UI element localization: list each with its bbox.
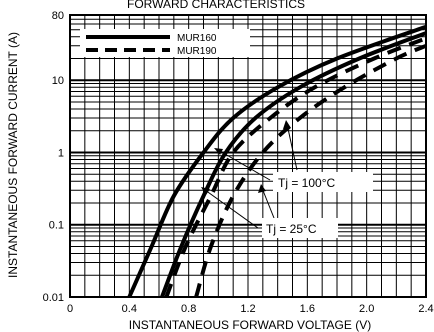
legend: MUR160 MUR190 (80, 29, 250, 57)
y-tick-label: 0.1 (49, 220, 64, 232)
grid (70, 15, 426, 297)
y-tick-label: 80 (52, 10, 64, 22)
x-axis-title: INSTANTANEOUS FORWARD VOLTAGE (V) (129, 318, 371, 332)
annotation-100c-arrow-a (217, 149, 271, 181)
series-1-curve-0 (164, 36, 427, 298)
y-tick-label: 0.01 (43, 292, 64, 304)
y-tick-label: 10 (52, 75, 64, 87)
annotation-25c-label: Tj = 25°C (266, 222, 317, 236)
x-tick-label: 0.8 (181, 303, 196, 315)
legend-label-mur160: MUR160 (177, 33, 217, 44)
plot-border (69, 14, 427, 298)
curves (127, 24, 427, 298)
annotation-100c-label: Tj = 100°C (278, 176, 335, 190)
x-tick-label: 1.2 (240, 303, 255, 315)
plot-frame (69, 14, 427, 298)
annotation-25c-arrowhead-b (258, 184, 266, 193)
legend-label-mur190: MUR190 (177, 46, 217, 57)
y-tick-label: 1 (58, 147, 64, 159)
annotation-100c-box (273, 172, 373, 192)
chart-title: FORWARD CHARACTERISTICS (127, 0, 305, 11)
series-0-curve-1 (160, 31, 427, 298)
annotation-100c-arrowhead-b (283, 120, 291, 129)
x-tick-label: 2.4 (418, 303, 433, 315)
annotation-25c-arrowhead-a (201, 187, 210, 195)
annotation-25c-arrow-a (204, 189, 259, 229)
x-tick-label: 0.4 (122, 303, 137, 315)
annotation-100c-arrowhead-a (214, 148, 223, 155)
series-0-curve-0 (127, 24, 427, 298)
tick-labels: 0 0.4 0.8 1.2 1.6 2.0 2.4 0.01 0.1 1 10 80 (43, 10, 434, 315)
x-tick-label: 2.0 (359, 303, 374, 315)
annotations: Tj = 100°C Tj = 25°C (201, 120, 373, 238)
y-axis-title: INSTANTANEOUS FORWARD CURRENT (A) (6, 32, 20, 278)
x-tick-label: 1.6 (300, 303, 315, 315)
annotation-25c-arrow-b (261, 187, 275, 219)
annotation-100c-arrow-b (286, 123, 298, 171)
annotation-25c-box (262, 218, 338, 238)
x-tick-label: 0 (67, 303, 73, 315)
series-1-curve-1 (194, 43, 427, 298)
